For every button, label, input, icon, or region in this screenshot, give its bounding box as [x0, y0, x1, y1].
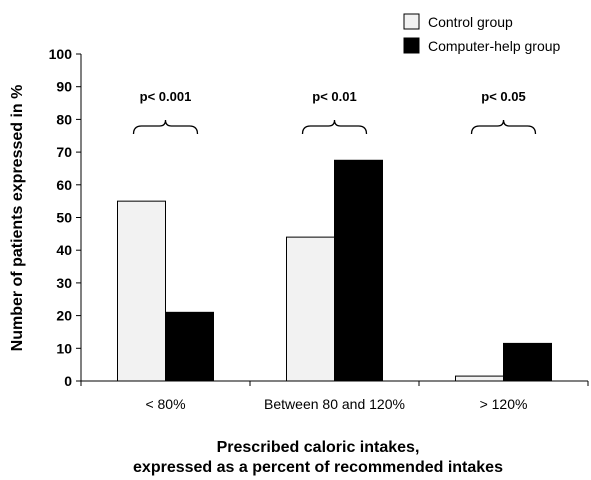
bar-computer-help-1	[165, 311, 214, 382]
y-axis: 0 10 20 30 40 50 60 70 80 90 100	[49, 46, 82, 389]
y-tick-label: 100	[49, 46, 73, 62]
bars	[117, 159, 552, 382]
y-tick-label: 60	[56, 177, 72, 193]
significance-brackets: p< 0.001 p< 0.01 p< 0.05	[132, 89, 537, 135]
y-axis-label: Number of patients expressed in %	[9, 85, 26, 352]
y-tick-label: 10	[56, 340, 72, 356]
legend-label-control: Control group	[428, 14, 513, 30]
legend-swatch-computer-help	[403, 37, 420, 54]
x-axis-label-line-1: Prescribed caloric intakes,	[217, 439, 420, 456]
legend: Control group Computer-help group	[403, 13, 561, 54]
y-tick-label: 90	[56, 79, 72, 95]
p-value-label-1: p< 0.001	[140, 89, 192, 104]
p-value-label-2: p< 0.01	[312, 89, 356, 104]
x-axis: < 80% Between 80 and 120% > 120%	[80, 380, 589, 412]
p-value-label-3: p< 0.05	[481, 89, 525, 104]
y-tick-label: 20	[56, 308, 72, 324]
legend-label-computer-help: Computer-help group	[428, 38, 561, 54]
bar-control-3	[455, 375, 504, 382]
x-tick-label: < 80%	[145, 396, 185, 412]
x-tick-label: > 120%	[480, 396, 528, 412]
x-axis-label-line-2: expressed as a percent of recommended in…	[133, 459, 503, 476]
y-tick-label: 0	[64, 373, 72, 389]
bracket-2	[301, 119, 368, 135]
bar-control-2	[286, 236, 335, 382]
y-tick-label: 50	[56, 210, 72, 226]
bar-control-1	[117, 200, 166, 382]
x-tick-label: Between 80 and 120%	[264, 396, 405, 412]
y-tick-label: 80	[56, 111, 72, 127]
legend-swatch-control	[403, 13, 420, 30]
bracket-3	[470, 119, 537, 135]
bar-computer-help-3	[503, 342, 552, 382]
bar-computer-help-2	[334, 159, 383, 382]
y-tick-label: 30	[56, 275, 72, 291]
y-tick-label: 70	[56, 144, 72, 160]
bracket-1	[132, 119, 199, 135]
y-tick-label: 40	[56, 242, 72, 258]
